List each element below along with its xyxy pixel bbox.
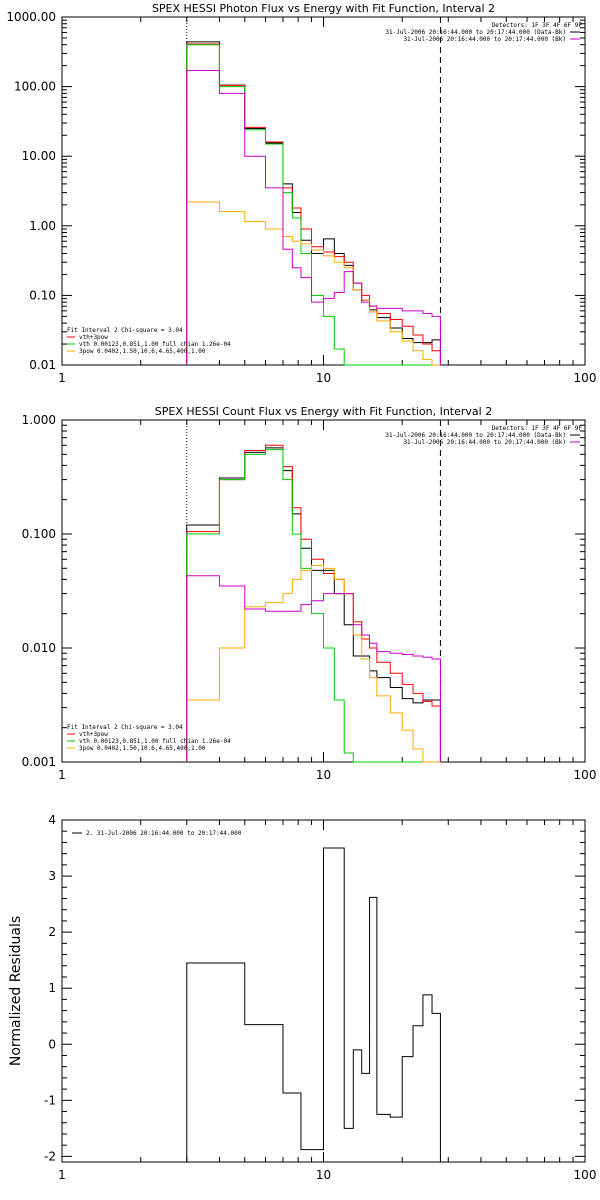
info-line-bk: 31-Jul-2006 20:16:44.000 to 20:17:44.000…: [403, 36, 566, 43]
y-tick-label: 0.10: [29, 288, 56, 302]
y-tick-label: 0: [48, 1037, 56, 1051]
series-line-bk: [186, 575, 441, 762]
chart-title: SPEX HESSI Count Flux vs Energy with Fit…: [155, 405, 492, 418]
info-line-data: 31-Jul-2006 20:16:44.000 to 20:17:44.000…: [385, 29, 566, 36]
series-line-2-31-jul-2006-20-16-44-000-to-20-17-44-000: [186, 847, 441, 1162]
x-tick-label: 1: [58, 371, 66, 385]
series-line-bk: [186, 70, 441, 365]
panel-2: SPEX HESSI Count Flux vs Energy with Fit…: [22, 405, 597, 782]
y-tick-label: 1000.00: [6, 10, 56, 24]
plot-frame: [61, 419, 586, 763]
y-tick-label: -2: [44, 1149, 56, 1163]
y-tick-label: 0.01: [29, 358, 56, 372]
fit-legend-entry: Fit Interval 2 Chi-square = 3.04: [67, 327, 183, 334]
x-tick-label: 100: [574, 371, 597, 385]
fit-legend-entry: vth+3pow: [79, 731, 108, 738]
fit-legend-entry: vth+3pow: [79, 334, 108, 341]
y-tick-label: -1: [44, 1093, 56, 1107]
series-line-data-bk-sub-: [186, 41, 441, 365]
y-tick-label: 1.000: [22, 413, 56, 427]
y-tick-label: 1.00: [29, 219, 56, 233]
x-tick-label: 1: [58, 1168, 66, 1182]
y-tick-label: 0.100: [22, 527, 56, 541]
panel-3: 1 10 100 -2 -1 0 1 2 3 4 Normalized Residuals 2. 31…: [8, 813, 596, 1182]
x-tick-label: 10: [316, 1168, 331, 1182]
panel-1: SPEX HESSI Photon Flux vs Energy with Fi…: [6, 2, 596, 385]
series-line-3pow: [186, 201, 441, 366]
fit-legend-entry: 3pow 0.0402,1.50,10.6,4.65,400,1.00: [79, 348, 206, 355]
y-tick-label: 0.001: [22, 755, 56, 769]
series-line-vth-3pow: [186, 43, 441, 365]
residual-legend-entry: 2. 31-Jul-2006 20:16:44.000 to 20:17:44.…: [86, 830, 242, 837]
fit-legend-entry: Fit Interval 2 Chi-square = 3.04: [67, 724, 183, 731]
fit-legend-entry: vth 0.00123,0.851,1.00 full chian 1.26e-…: [79, 341, 231, 348]
y-axis-title: Normalized Residuals: [8, 916, 24, 1066]
y-tick-label: 100.00: [14, 80, 56, 94]
x-tick-label: 100: [574, 1168, 597, 1182]
info-line-data: 31-Jul-2006 20:16:44.000 to 20:17:44.000…: [385, 432, 566, 439]
detectors-label: Detectors: 1F 3F 4F 6F 9F: [492, 425, 583, 432]
y-tick-label: 10.00: [22, 149, 56, 163]
fit-legend-entry: 3pow 0.0402,1.50,10.6,4.65,400,1.00: [79, 745, 206, 752]
y-tick-label: 3: [48, 869, 56, 883]
y-tick-label: 1: [48, 981, 56, 995]
y-tick-label: 4: [48, 813, 56, 827]
fit-legend-entry: vth 0.00123,0.851,1.00 full chian 1.26e-…: [79, 738, 231, 745]
x-tick-label: 10: [316, 371, 331, 385]
series-line-vth: [186, 44, 441, 366]
detectors-label: Detectors: 1F 3F 4F 6F 9F: [492, 22, 583, 29]
series-line-3pow: [186, 564, 441, 763]
x-tick-label: 100: [574, 768, 597, 782]
info-line-bk: 31-Jul-2006 20:16:44.000 to 20:17:44.000…: [403, 439, 566, 446]
y-tick-label: 0.010: [22, 641, 56, 655]
chart-title: SPEX HESSI Photon Flux vs Energy with Fi…: [152, 2, 495, 15]
x-tick-label: 1: [58, 768, 66, 782]
series-line-vth: [186, 449, 441, 763]
y-tick-label: 2: [48, 925, 56, 939]
x-tick-label: 10: [316, 768, 331, 782]
